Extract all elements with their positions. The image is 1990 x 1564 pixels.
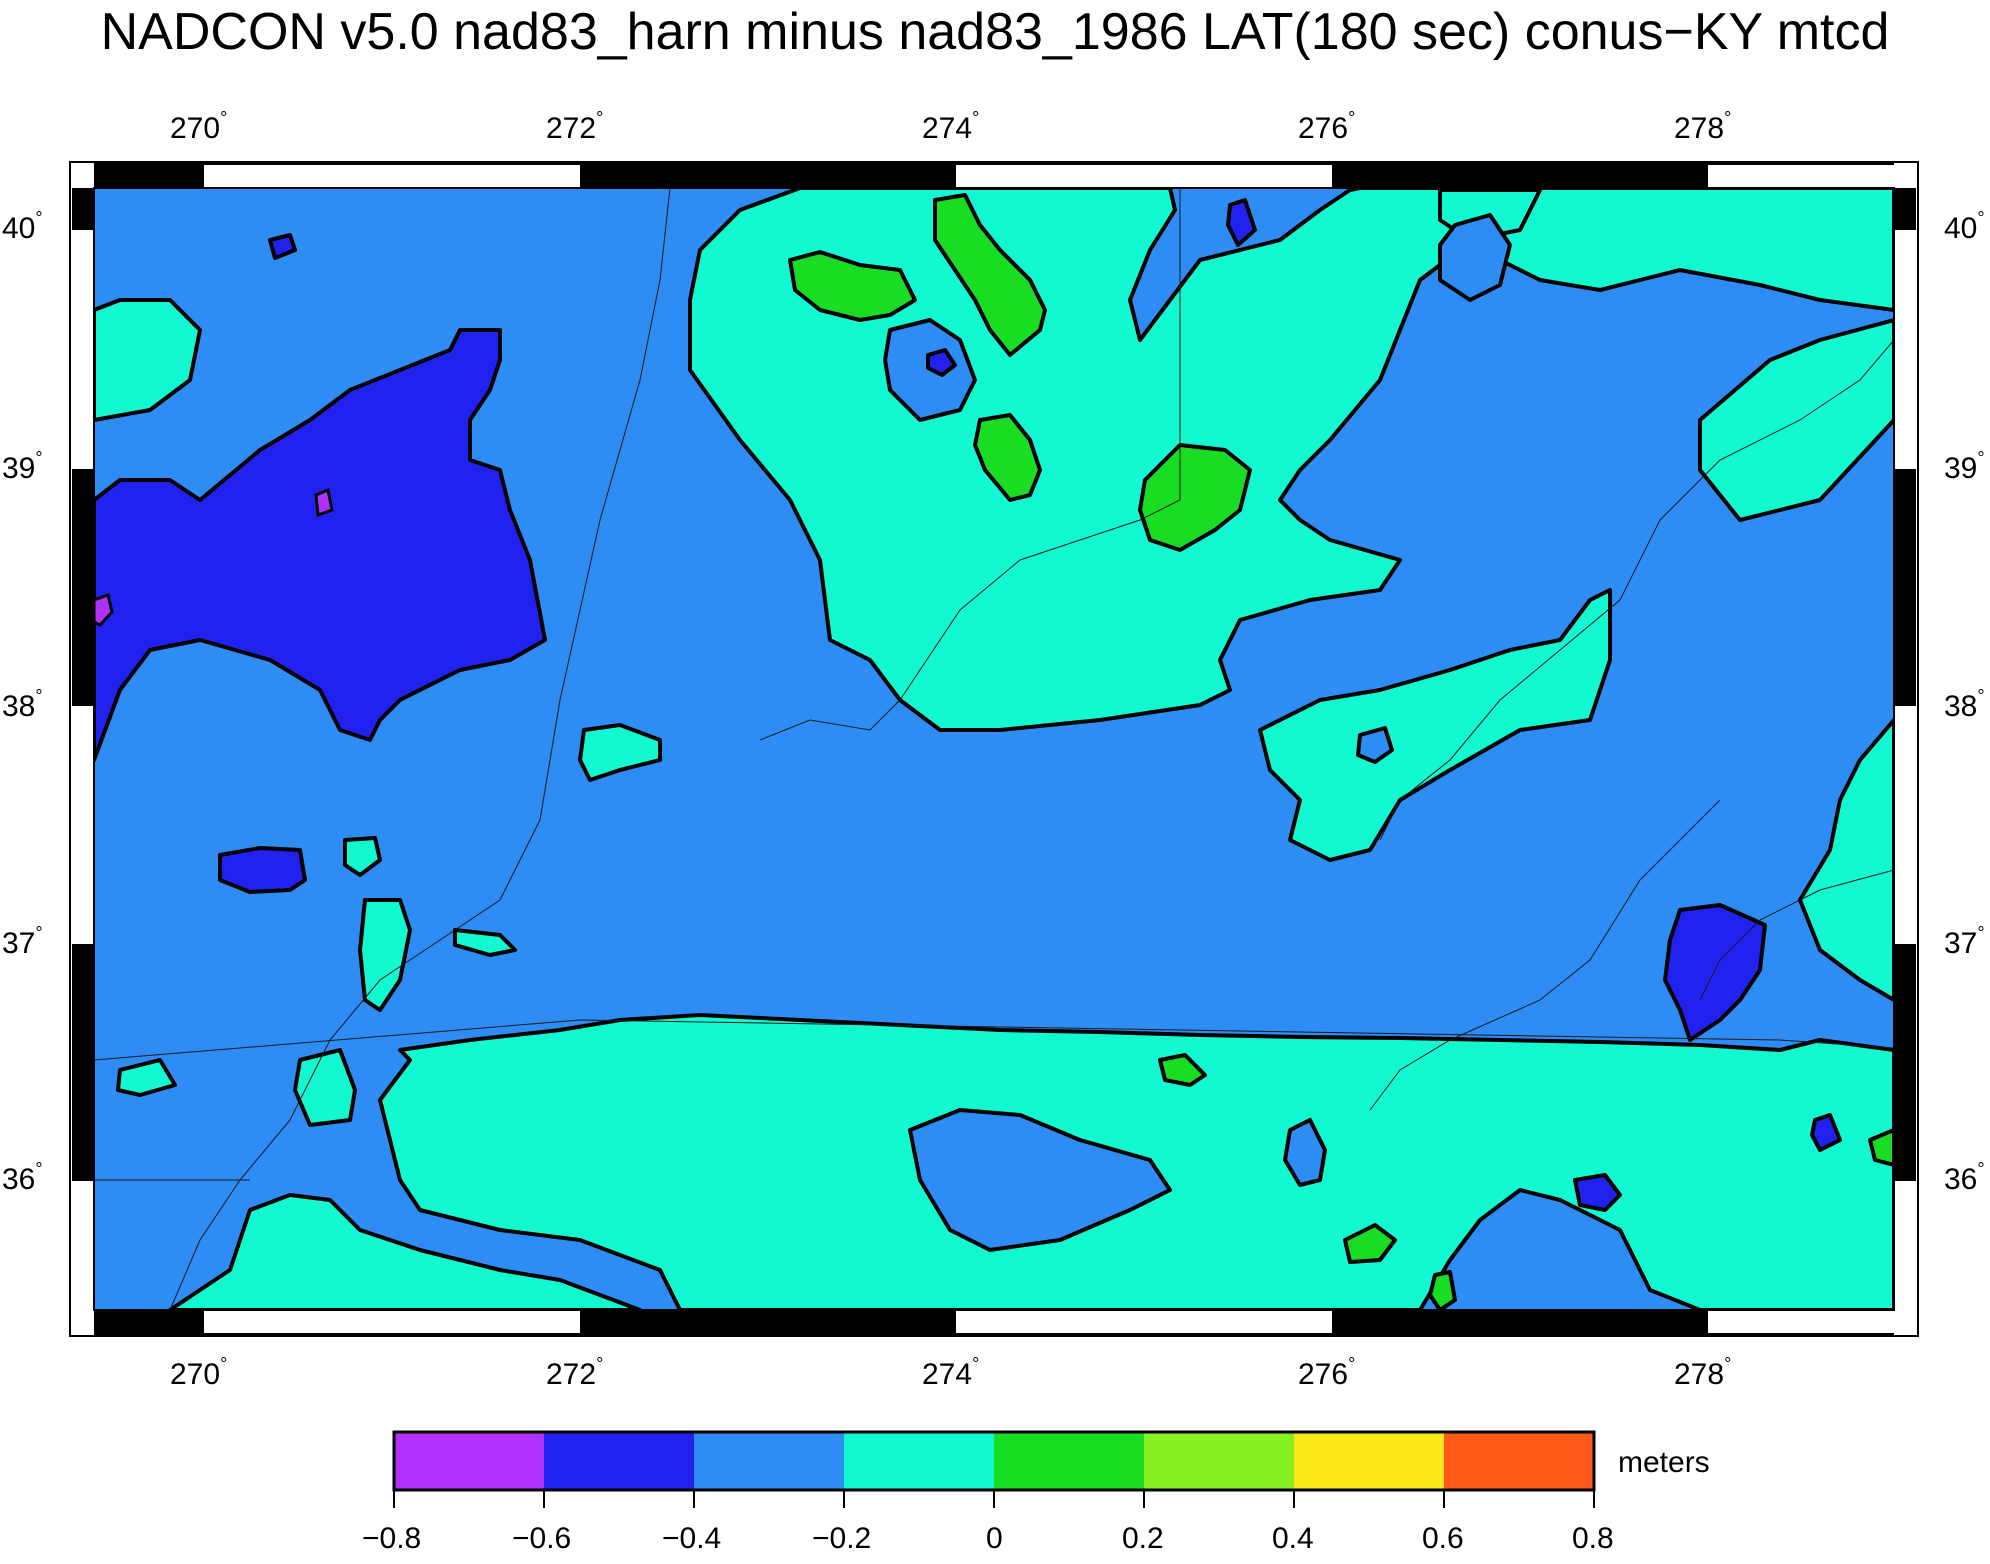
contour-cyan-northwest — [94, 298, 202, 422]
contour-green-4 — [1138, 443, 1252, 552]
frame-bar-bottom-1 — [94, 1310, 204, 1334]
frame-bar-left-2 — [72, 469, 94, 706]
contour-darkblue-islet-2 — [1810, 1113, 1842, 1152]
colorbar-bin-8 — [1444, 1432, 1594, 1490]
contour-blue-hole-2 — [1283, 1118, 1327, 1187]
contour-cyan-islet-5 — [343, 836, 382, 877]
contour-cyan-islet-4 — [116, 1058, 177, 1097]
colorbar-tick-2: −0.6 — [512, 1522, 572, 1555]
river-line-southeast — [1369, 799, 1721, 1111]
colorbar-bin-1 — [394, 1432, 544, 1490]
frame-bar-right-1 — [1894, 188, 1916, 230]
y-tick-right-39: 39° — [1944, 448, 1985, 485]
contour-green-1 — [788, 250, 917, 322]
frame-bar-bottom-2 — [580, 1310, 956, 1334]
frame-bar-top-2 — [580, 164, 956, 188]
river-line-se2 — [1699, 869, 1894, 1001]
x-tick-top-276: 276° — [1298, 108, 1356, 145]
contour-blue-hole-1 — [908, 1108, 1172, 1252]
y-tick-right-40: 40° — [1944, 208, 1985, 245]
contour-green-8 — [1868, 1128, 1894, 1167]
colorbar-tick-6: 0.2 — [1122, 1522, 1164, 1555]
colorbar-bin-2 — [544, 1432, 694, 1490]
y-tick-left-36: 36° — [2, 1159, 43, 1196]
contour-green-7 — [1428, 1270, 1457, 1310]
contour-blue-hole-3 — [1356, 726, 1394, 764]
contour-green-2 — [933, 193, 1047, 357]
contour-purple-1 — [94, 593, 114, 627]
state-border-south — [94, 1019, 1894, 1061]
contour-darkblue-islet-3 — [1226, 198, 1257, 247]
contour-darkblue-islet-5 — [268, 233, 297, 260]
colorbar-unit: meters — [1618, 1446, 1710, 1479]
y-tick-left-40: 40° — [2, 208, 43, 245]
contour-green-6 — [1343, 1223, 1397, 1264]
contour-green-3 — [973, 413, 1042, 502]
x-tick-bottom-272: 272° — [546, 1354, 604, 1391]
colorbar-bin-4 — [844, 1432, 994, 1490]
contour-cyan-islet-2 — [293, 1048, 357, 1127]
y-tick-right-37: 37° — [1944, 923, 1985, 960]
contour-cyan-islet-6 — [453, 928, 517, 957]
contour-cyan-northeast — [1698, 318, 1894, 522]
x-tick-top-270: 270° — [170, 108, 228, 145]
y-tick-left-37: 37° — [2, 923, 43, 960]
y-tick-right-38: 38° — [1944, 686, 1985, 723]
plot-border — [93, 187, 1895, 1311]
y-tick-left-38: 38° — [2, 686, 43, 723]
x-tick-bottom-270: 270° — [170, 1354, 228, 1391]
x-tick-top-272: 272° — [546, 108, 604, 145]
river-line-east — [1379, 339, 1894, 841]
colorbar-bin-7 — [1294, 1432, 1444, 1490]
colorbar-tick-7: 0.4 — [1272, 1522, 1314, 1555]
contour-darkblue-west-2 — [218, 846, 307, 894]
colorbar-tick-4: −0.2 — [812, 1522, 872, 1555]
colorbar-bin-6 — [1144, 1432, 1294, 1490]
frame-bar-left-1 — [72, 188, 94, 230]
contour-cyan-southwest — [168, 1193, 642, 1310]
frame-bar-right-3 — [1894, 944, 1916, 1181]
frame-bar-left-3 — [72, 944, 94, 1181]
colorbar-tick-9: 0.8 — [1572, 1522, 1614, 1555]
frame-bar-top-1 — [94, 164, 204, 188]
map-title: NADCON v5.0 nad83_harn minus nad83_1986 … — [100, 3, 1890, 61]
x-tick-top-274: 274° — [922, 108, 980, 145]
contour-darkblue-islet-4 — [926, 348, 957, 377]
contour-cyan-east-central — [1258, 588, 1612, 862]
contour-cyan-islet-1 — [358, 898, 412, 1012]
contour-purple-2 — [314, 487, 334, 518]
contour-cyan-islet-3 — [578, 723, 662, 782]
colorbar-bin-5 — [994, 1432, 1144, 1490]
x-tick-top-278: 278° — [1674, 108, 1732, 145]
contour-green-5 — [1158, 1053, 1207, 1087]
contour-darkblue-southeast — [1663, 903, 1767, 1042]
colorbar-bin-3 — [694, 1432, 844, 1490]
colorbar-tick-8: 0.6 — [1422, 1522, 1464, 1555]
frame-bar-bottom-3 — [1332, 1310, 1708, 1334]
x-tick-bottom-274: 274° — [922, 1354, 980, 1391]
colorbar-tick-1: −0.8 — [362, 1522, 422, 1555]
y-tick-left-39: 39° — [2, 448, 43, 485]
colorbar-tick-3: −0.4 — [662, 1522, 722, 1555]
river-line-north — [759, 188, 1181, 741]
colorbar — [392, 1430, 1596, 1508]
y-tick-right-36: 36° — [1944, 1159, 1985, 1196]
river-line-west — [169, 188, 671, 1310]
frame-bar-right-2 — [1894, 469, 1916, 706]
frame-bar-top-3 — [1332, 164, 1708, 188]
x-tick-bottom-278: 278° — [1674, 1354, 1732, 1391]
contour-blue-hole-5 — [1438, 213, 1512, 302]
contour-darkblue-islet-1 — [1573, 1173, 1622, 1212]
x-tick-bottom-276: 276° — [1298, 1354, 1356, 1391]
contour-darkblue-west — [94, 328, 547, 762]
colorbar-tick-5: 0 — [986, 1522, 1003, 1555]
